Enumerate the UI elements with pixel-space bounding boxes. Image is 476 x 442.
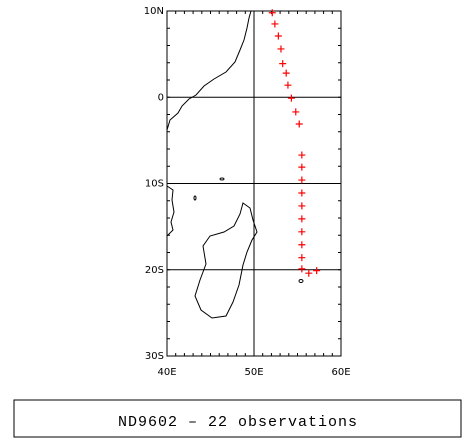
observation-marker	[298, 163, 306, 171]
observation-marker	[298, 151, 306, 159]
x-tick-label: 50E	[244, 367, 263, 378]
y-tick-label: 10S	[145, 179, 164, 190]
y-tick-label: 30S	[145, 351, 164, 362]
x-tick-label: 40E	[157, 367, 176, 378]
title-box	[13, 399, 462, 438]
observation-marker	[287, 94, 295, 102]
observation-marker	[282, 69, 290, 77]
observation-marker	[298, 215, 306, 223]
observation-marker	[268, 9, 276, 17]
observation-marker	[298, 202, 306, 210]
island	[193, 195, 197, 201]
y-tick-label: 10N	[144, 6, 164, 17]
y-tick-label: 0	[158, 92, 164, 103]
chart-title: ND9602 – 22 observations	[118, 414, 358, 431]
observation-marker	[298, 241, 306, 249]
observation-marker	[305, 269, 313, 277]
mozambique-coast	[166, 185, 175, 237]
observation-marker	[274, 32, 282, 40]
observation-marker	[298, 254, 306, 262]
y-tick-label: 20S	[145, 265, 164, 276]
africa-coast	[166, 10, 252, 131]
observation-marker	[277, 45, 285, 53]
observation-marker	[298, 228, 306, 236]
observation-marker	[298, 265, 306, 273]
observation-marker	[292, 108, 300, 116]
coastlines	[166, 10, 304, 319]
observation-marker	[298, 189, 306, 197]
observation-marker	[313, 267, 321, 275]
x-tick-label: 60E	[331, 367, 350, 378]
island	[219, 177, 225, 181]
observation-marker	[284, 81, 292, 89]
island	[298, 279, 304, 283]
madagascar	[194, 202, 258, 319]
observation-marker	[271, 20, 279, 28]
observation-marker	[298, 176, 306, 184]
observation-marker	[295, 120, 303, 128]
observation-marker	[279, 60, 287, 68]
